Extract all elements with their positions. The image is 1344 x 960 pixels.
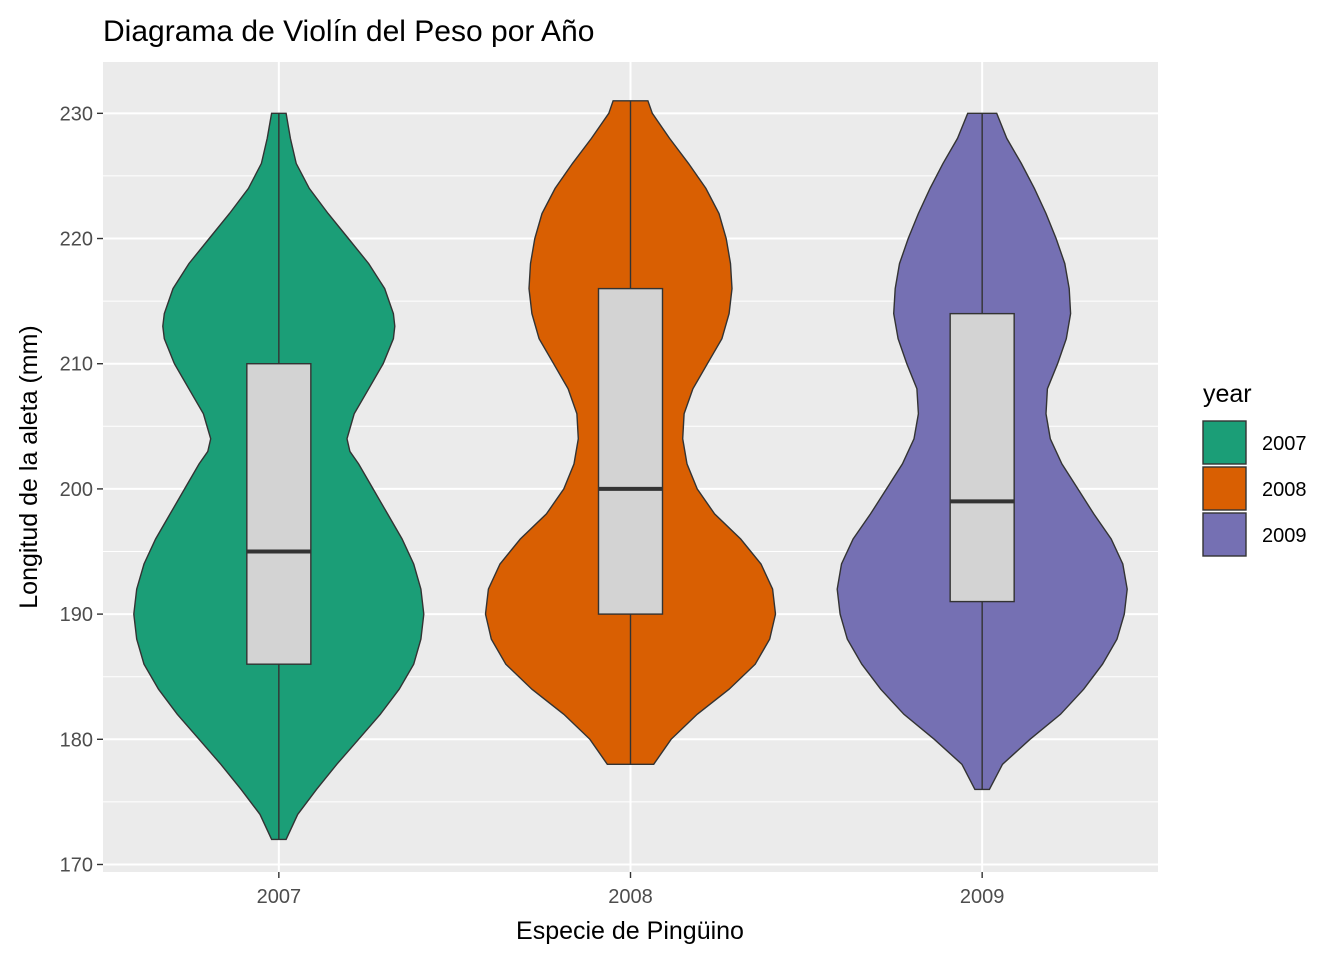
- legend-title: year: [1203, 380, 1252, 408]
- y-axis-title: Longitud de la aleta (mm): [15, 325, 43, 608]
- legend-key-2009: [1202, 512, 1247, 557]
- box-2008: [597, 287, 664, 615]
- x-axis-title: Especie de Pingüino: [516, 917, 744, 945]
- x-tick-label: 2009: [960, 886, 1005, 908]
- legend-key-2008: [1202, 466, 1247, 511]
- x-tick-label: 2008: [608, 886, 653, 908]
- legend-label-2008: 2008: [1262, 479, 1307, 501]
- y-tick-label: 230: [60, 103, 93, 125]
- y-tick-label: 190: [60, 604, 93, 626]
- y-axis-ticks: 170 180 190 200 210 220 230: [60, 103, 103, 876]
- legend-label-2009: 2009: [1262, 525, 1307, 547]
- y-tick-label: 220: [60, 229, 93, 251]
- y-tick-label: 210: [60, 354, 93, 376]
- box-2009: [949, 312, 1015, 603]
- y-tick-label: 180: [60, 729, 93, 751]
- legend-label-2007: 2007: [1262, 433, 1307, 455]
- boxplots: [246, 100, 1015, 840]
- x-tick-label: 2007: [257, 886, 302, 908]
- legend: year 2007 2008 2009: [1202, 380, 1307, 557]
- y-tick-label: 170: [60, 854, 93, 876]
- box-2007: [246, 363, 312, 665]
- legend-key-2007: [1202, 420, 1247, 465]
- x-axis-ticks: 2007 2008 2009: [257, 872, 1005, 908]
- chart-title: Diagrama de Violín del Peso por Año: [103, 15, 594, 48]
- y-tick-label: 200: [60, 479, 93, 501]
